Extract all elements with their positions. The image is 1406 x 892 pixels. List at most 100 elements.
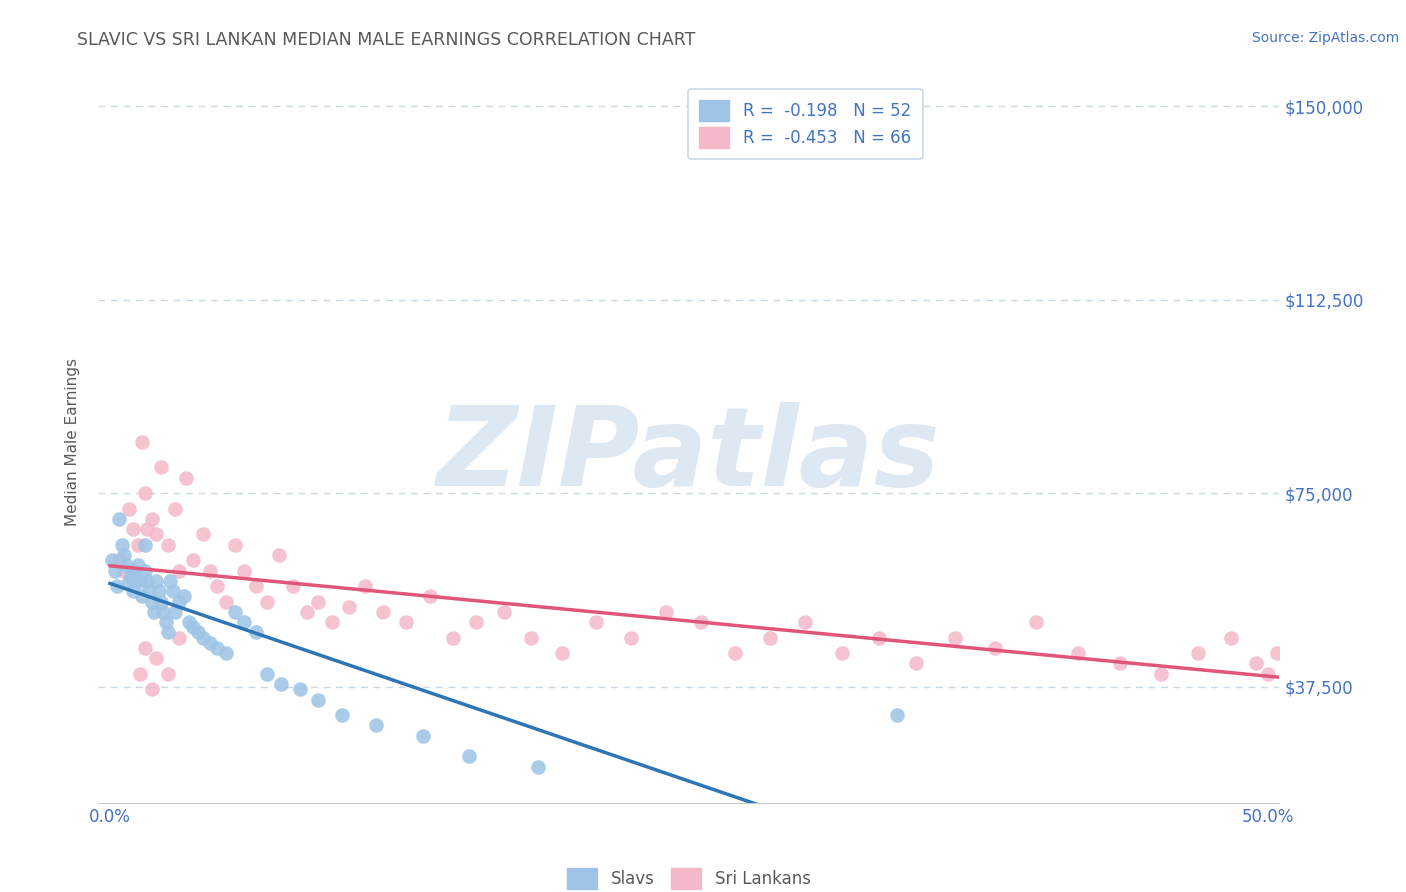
Point — [127, 538, 149, 552]
Point — [245, 625, 267, 640]
Point — [1108, 657, 1130, 671]
Point — [183, 620, 205, 634]
Point — [321, 615, 343, 630]
Point — [156, 538, 179, 552]
Point — [112, 564, 135, 578]
Point — [108, 553, 131, 567]
Point — [134, 538, 156, 552]
Point — [585, 615, 607, 630]
Point — [155, 615, 177, 630]
Point — [145, 651, 167, 665]
Point — [1025, 615, 1047, 630]
Point — [122, 522, 145, 536]
Text: ZIPatlas: ZIPatlas — [437, 402, 941, 509]
Point — [1187, 646, 1209, 660]
Point — [419, 590, 441, 604]
Point — [159, 574, 181, 588]
Point — [245, 579, 267, 593]
Point — [152, 605, 174, 619]
Point — [169, 594, 191, 608]
Point — [141, 682, 163, 697]
Point — [307, 692, 329, 706]
Point — [115, 558, 138, 573]
Point — [288, 682, 311, 697]
Point — [122, 564, 145, 578]
Point — [943, 631, 966, 645]
Point — [148, 584, 170, 599]
Point — [281, 579, 304, 593]
Point — [1265, 646, 1288, 660]
Point — [129, 574, 152, 588]
Point — [904, 657, 927, 671]
Point — [307, 594, 329, 608]
Point — [724, 646, 747, 660]
Point — [191, 527, 214, 541]
Point — [412, 729, 434, 743]
Point — [101, 553, 124, 567]
Point — [162, 584, 184, 599]
Point — [136, 522, 159, 536]
Point — [149, 594, 172, 608]
Point — [270, 677, 292, 691]
Point — [550, 646, 572, 660]
Point — [112, 548, 135, 562]
Point — [122, 584, 145, 599]
Point — [169, 564, 191, 578]
Point — [395, 615, 418, 630]
Point — [124, 574, 146, 588]
Point — [492, 605, 515, 619]
Point — [366, 718, 388, 732]
Y-axis label: Median Male Earnings: Median Male Earnings — [65, 358, 80, 525]
Point — [373, 605, 395, 619]
Text: Source: ZipAtlas.com: Source: ZipAtlas.com — [1251, 31, 1399, 45]
Point — [337, 599, 360, 614]
Point — [793, 615, 815, 630]
Point — [134, 564, 156, 578]
Point — [117, 501, 139, 516]
Point — [136, 574, 159, 588]
Point — [187, 625, 209, 640]
Point — [173, 590, 195, 604]
Point — [1246, 657, 1268, 671]
Point — [527, 760, 550, 774]
Point — [464, 615, 486, 630]
Point — [655, 605, 678, 619]
Point — [141, 512, 163, 526]
Point — [198, 636, 221, 650]
Point — [205, 640, 228, 655]
Point — [330, 708, 353, 723]
Point — [141, 594, 163, 608]
Point — [458, 749, 481, 764]
Point — [295, 605, 318, 619]
Point — [120, 568, 142, 582]
Point — [520, 631, 543, 645]
Point — [886, 708, 908, 723]
Point — [831, 646, 853, 660]
Point — [108, 512, 131, 526]
Point — [127, 558, 149, 573]
Point — [1150, 666, 1173, 681]
Point — [1219, 631, 1241, 645]
Point — [117, 574, 139, 588]
Point — [267, 548, 290, 562]
Point — [176, 471, 198, 485]
Point — [441, 631, 464, 645]
Point — [233, 615, 256, 630]
Point — [134, 486, 156, 500]
Text: SLAVIC VS SRI LANKAN MEDIAN MALE EARNINGS CORRELATION CHART: SLAVIC VS SRI LANKAN MEDIAN MALE EARNING… — [77, 31, 696, 49]
Point — [156, 625, 179, 640]
Point — [233, 564, 256, 578]
Point — [145, 574, 167, 588]
Point — [215, 646, 238, 660]
Point — [163, 605, 186, 619]
Point — [129, 666, 152, 681]
Point — [256, 666, 278, 681]
Point — [183, 553, 205, 567]
Point — [759, 631, 782, 645]
Point — [149, 460, 172, 475]
Point — [104, 564, 127, 578]
Point — [198, 564, 221, 578]
Point — [689, 615, 711, 630]
Point — [224, 538, 246, 552]
Point — [868, 631, 890, 645]
